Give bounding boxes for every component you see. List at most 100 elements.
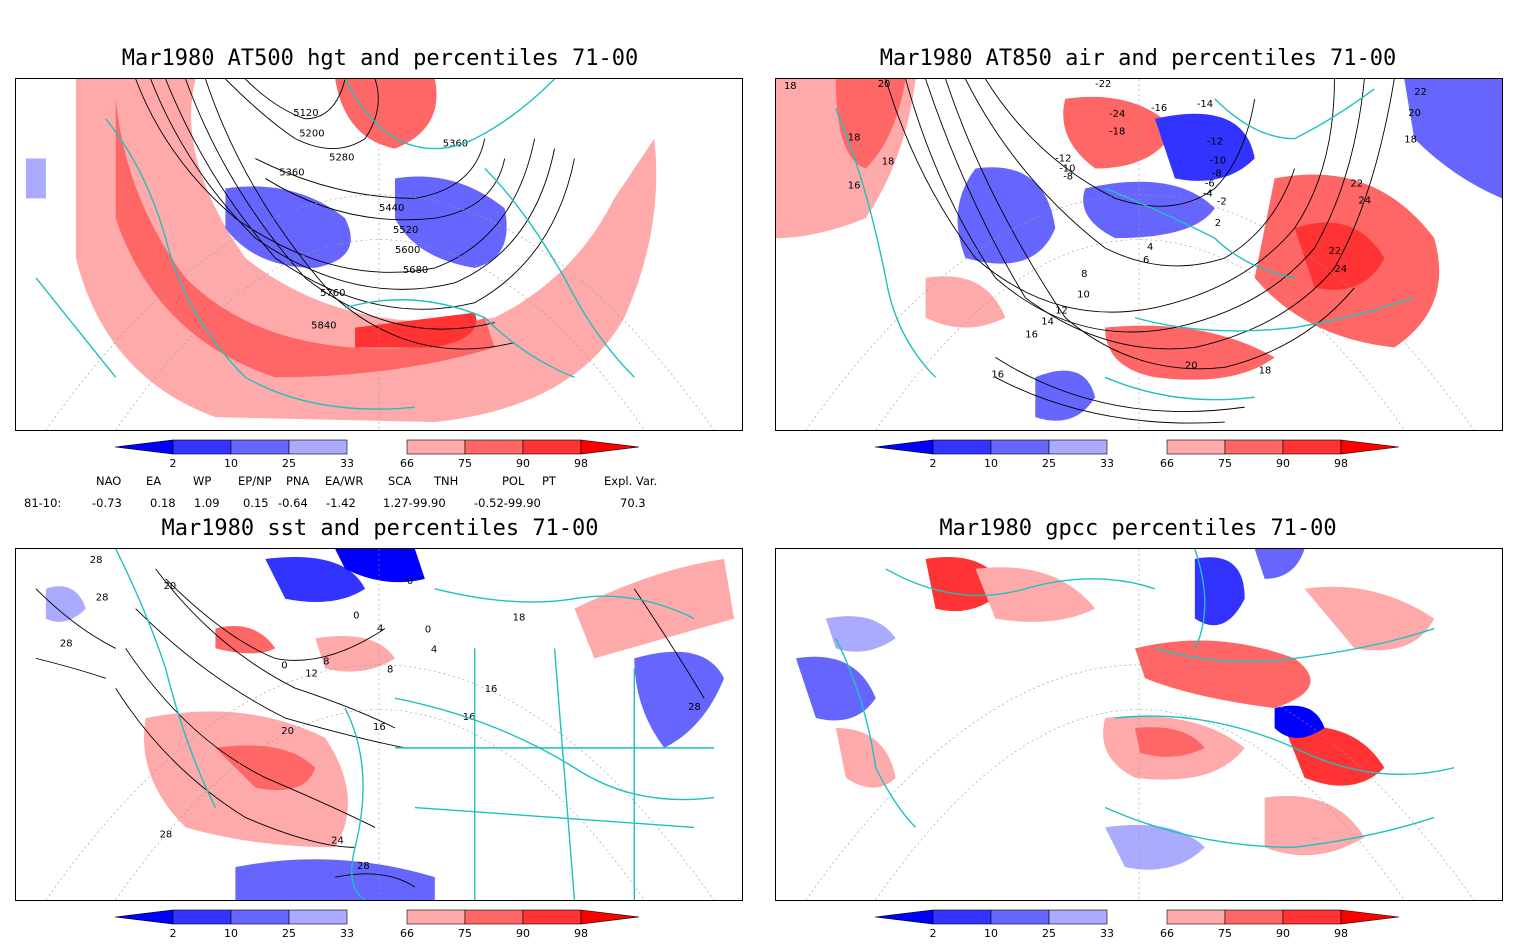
contour-label: -12 [1055,154,1071,165]
anomaly-red-core [115,98,495,378]
colorbar-label: 90 [1276,457,1290,470]
index-value: -1.42 [326,496,356,510]
colorbar-label: 90 [1276,927,1290,940]
coastlines [35,79,635,410]
coastlines [115,549,715,900]
sst-contours [35,568,705,888]
contour-label: 16 [991,369,1004,380]
contour-label: 14 [1041,317,1054,328]
contour-label: -10 [1210,156,1226,167]
map-gpcc-svg [795,549,1475,900]
contour-label: 12 [1055,306,1068,317]
contour-label: 20 [1408,108,1421,119]
contour-label: 0 [281,660,287,671]
contour-label: 24 [331,835,344,846]
colorbar-segment [230,439,290,455]
panel-title-air: Mar1980 AT850 air and percentiles 71-00 [879,46,1397,71]
contour-label: 16 [373,722,386,733]
anomaly-red-atlantic [143,711,348,848]
graticule [805,79,1475,430]
colorbar-segment [172,909,232,925]
contour-label: -14 [1197,99,1213,110]
index-header: EP/NP [238,474,272,488]
contour-label: 22 [1414,87,1427,98]
anomaly-blue-pacific [634,651,725,748]
index-header: SCA [388,474,412,488]
anomaly-blue-namerica [795,656,876,721]
contour-label: 10 [1077,290,1090,301]
colorbar-label: 25 [282,457,296,470]
colorbar-label: 33 [340,927,354,940]
colorbar-segment [522,909,582,925]
anomaly-blue-siberia [1154,113,1255,181]
contour-label: -10 [1059,163,1075,174]
colorbar-label: 75 [458,927,472,940]
map-panel-air: -22 -24 -16 -14 -18 -12 -10 -8 -12 -10 -… [775,78,1503,431]
hgt-contour-labels: 5120 5200 5280 5360 5360 5440 5520 5600 … [279,108,468,332]
anomaly-blue-eur [1083,181,1215,239]
anomaly-red-south [1264,795,1365,856]
contour-label: 8 [323,656,329,667]
colorbar-segment [288,439,348,455]
contour-label: 6 [1143,255,1149,266]
index-header: PT [542,474,556,488]
contour-label: 5120 [293,108,318,119]
panel-title-sst: Mar1980 sst and percentiles 71-00 [161,516,599,541]
colorbar-hgt: 2 10 25 33 66 75 90 98 [114,439,645,480]
index-header: PNA [286,474,310,488]
sst-contour-labels: 28 20 28 28 0 0 0 4 8 12 8 4 0 16 16 20 … [60,555,701,872]
contour-label: 16 [1025,330,1038,341]
colorbar-segment [406,439,466,455]
colorbar-label: 66 [400,927,414,940]
contour-label: 5200 [299,129,324,140]
contour-label: 18 [848,133,861,144]
contour-label: -4 [1203,188,1213,199]
index-header: WP [193,474,212,488]
colorbar-segment [522,439,582,455]
air-contour-labels: -22 -24 -16 -14 -18 -12 -10 -8 -12 -10 -… [784,79,1427,380]
colorbar-segment [114,909,174,925]
colorbar-segment [1282,909,1342,925]
graticule [45,549,715,900]
colorbar-label: 10 [984,457,998,470]
colorbar-air: 2 10 25 33 66 75 90 98 [874,439,1405,480]
anomaly-blue-w [825,616,896,652]
contour-label: 24 [1358,195,1371,206]
contour-label: 4 [431,644,437,655]
colorbar-label: 66 [400,457,414,470]
contour-label: 18 [513,613,526,624]
colorbar-label: 25 [1042,457,1056,470]
index-value: 1.09 [194,496,220,510]
colorbar-segment [932,909,992,925]
map-air-svg: -22 -24 -16 -14 -18 -12 -10 -8 -12 -10 -… [776,79,1502,430]
index-header: TNH [434,474,459,488]
colorbar-segment [406,909,466,925]
contour-label: 5600 [395,245,420,256]
anomaly-red-atlantic-core [215,745,316,791]
contour-label: 18 [882,157,895,168]
colorbar-sst: 2 10 25 33 66 75 90 98 [114,909,645,950]
colorbar-label: 66 [1160,457,1174,470]
colorbar-segment [1166,439,1226,455]
coastlines [835,88,1415,401]
colorbar-label: 10 [224,927,238,940]
anomaly-blue-west [45,586,86,622]
anomaly-blue-mideast [1274,705,1325,738]
colorbar-label: 33 [1100,457,1114,470]
anomaly-blue-scandinavia [394,176,507,268]
colorbar-segment [1224,909,1284,925]
contour-label: 28 [688,702,701,713]
anomaly-red-europe [355,312,477,348]
teleconnection-indices: NAO EA WP EP/NP PNA EA/WR SCA TNH POL PT… [0,474,760,514]
contour-label: -24 [1109,109,1125,120]
anomaly-blue-greenland [335,549,425,583]
colorbar-segment [230,909,290,925]
contour-label: 0 [353,611,359,622]
anomaly-blue-scand [1194,557,1245,626]
graticule [45,79,715,430]
anomaly-red-med [315,636,395,672]
anomaly-red-west-core [835,79,906,169]
contour-label: 18 [1259,365,1272,376]
contour-label: 2 [1215,218,1221,229]
colorbar-segment [464,439,524,455]
